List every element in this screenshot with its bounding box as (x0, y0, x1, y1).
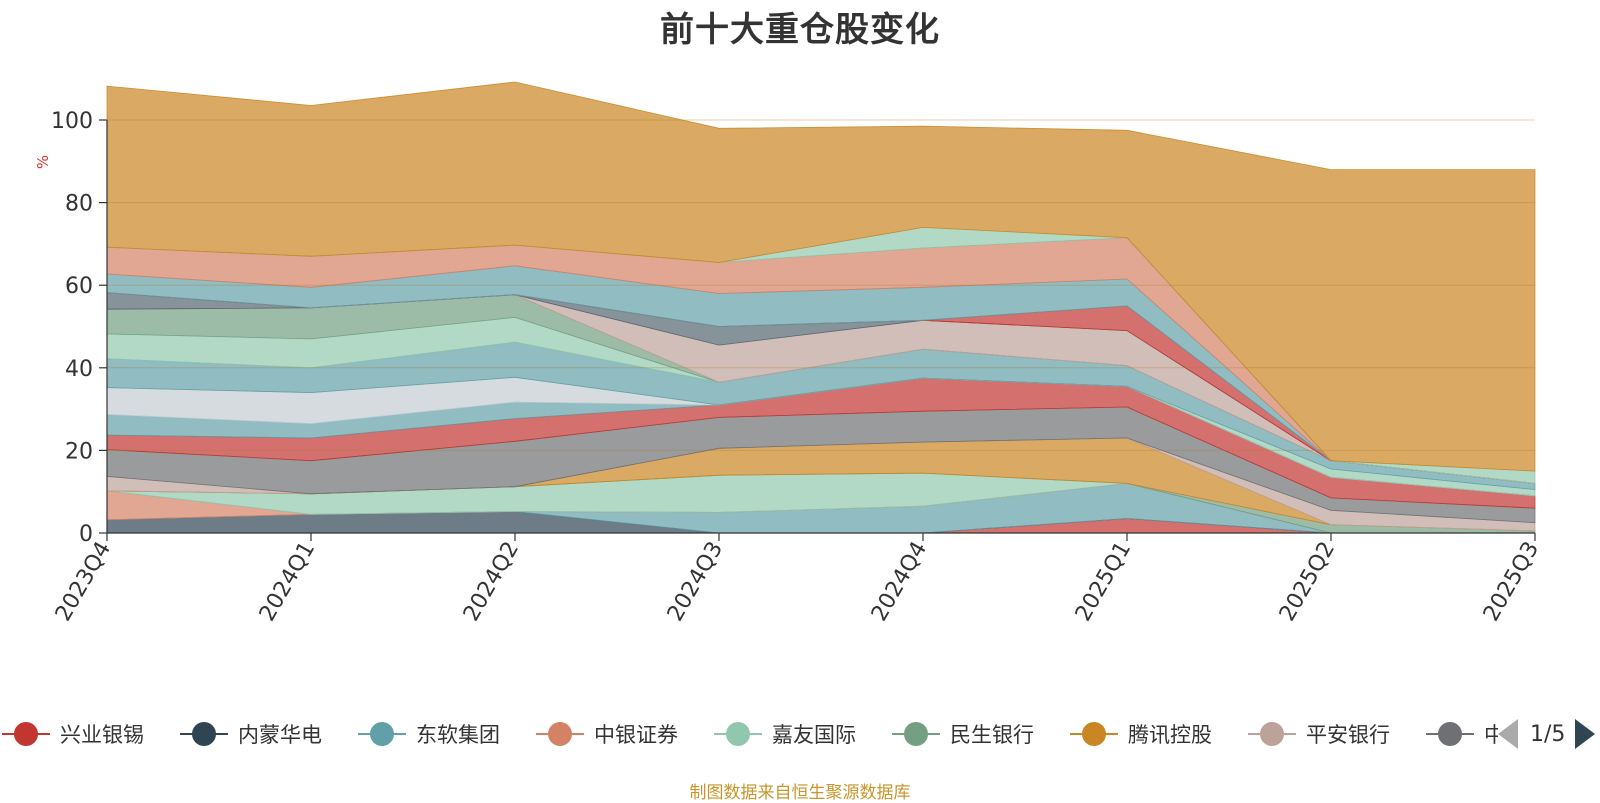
chart-legend: 兴业银锡内蒙华电东软集团中银证券嘉友国际民生银行腾讯控股平安银行中国平安 (0, 714, 1600, 754)
x-tick-label: 2023Q4 (51, 538, 116, 626)
legend-item[interactable]: 内蒙华电 (178, 714, 322, 754)
legend-page-indicator: 1/5 (1530, 721, 1566, 747)
x-tick-label: 2024Q1 (255, 538, 320, 626)
legend-label: 内蒙华电 (238, 723, 322, 747)
legend-swatch-icon (356, 719, 408, 749)
legend-next-page-icon[interactable] (1575, 719, 1596, 749)
y-axis-label: % (34, 155, 52, 169)
legend-item[interactable]: 中银证券 (534, 714, 678, 754)
legend-swatch-icon (712, 719, 764, 749)
y-tick-label: 40 (65, 357, 93, 382)
legend-label: 嘉友国际 (772, 723, 856, 747)
legend-item[interactable]: 兴业银锡 (0, 714, 144, 754)
data-source-note: 制图数据来自恒生聚源数据库 (689, 783, 911, 803)
legend-item[interactable]: 平安银行 (1246, 714, 1390, 754)
legend-swatch-icon (534, 719, 586, 749)
legend-item[interactable]: 民生银行 (890, 714, 1034, 754)
y-tick-label: 20 (65, 439, 93, 464)
legend-label: 东软集团 (416, 723, 500, 747)
legend-swatch-icon (1068, 719, 1120, 749)
legend-label: 腾讯控股 (1128, 723, 1212, 747)
legend-swatch-icon (890, 719, 942, 749)
area-series-47[interactable]: 剩余 (106, 81, 1536, 472)
legend-label: 兴业银锡 (60, 723, 144, 747)
x-tick-label: 2025Q1 (1071, 538, 1136, 626)
legend-label: 平安银行 (1306, 723, 1390, 747)
legend-prev-page-icon[interactable] (1498, 719, 1518, 749)
legend-swatch-icon (1246, 719, 1298, 749)
y-tick-label: 80 (65, 192, 93, 217)
legend-item[interactable]: 东软集团 (356, 714, 500, 754)
legend-pager: 1/5 (1498, 714, 1600, 754)
legend-swatch-icon (178, 719, 230, 749)
y-tick-label: 60 (65, 274, 93, 299)
legend-swatch-icon (0, 719, 52, 749)
legend-item[interactable]: 腾讯控股 (1068, 714, 1212, 754)
area-series-group: 兴业银锡内蒙华电东软集团中银证券嘉友国际民生银行腾讯控股平安银行中国平安恒瑞医药… (106, 81, 1536, 534)
legend-label: 中银证券 (594, 723, 678, 747)
y-tick-label: 100 (51, 109, 93, 134)
x-tick-label: 2024Q3 (663, 538, 728, 626)
y-tick-label: 0 (79, 522, 93, 547)
legend-item[interactable]: 嘉友国际 (712, 714, 856, 754)
legend-swatch-icon (1424, 719, 1476, 749)
chart-title: 前十大重仓股变化 (660, 10, 940, 50)
x-tick-label: 2024Q4 (867, 538, 932, 626)
legend-label: 民生银行 (950, 723, 1034, 747)
x-tick-label: 2025Q3 (1479, 538, 1544, 626)
x-tick-label: 2025Q2 (1275, 538, 1340, 626)
x-tick-label: 2024Q2 (459, 538, 524, 626)
